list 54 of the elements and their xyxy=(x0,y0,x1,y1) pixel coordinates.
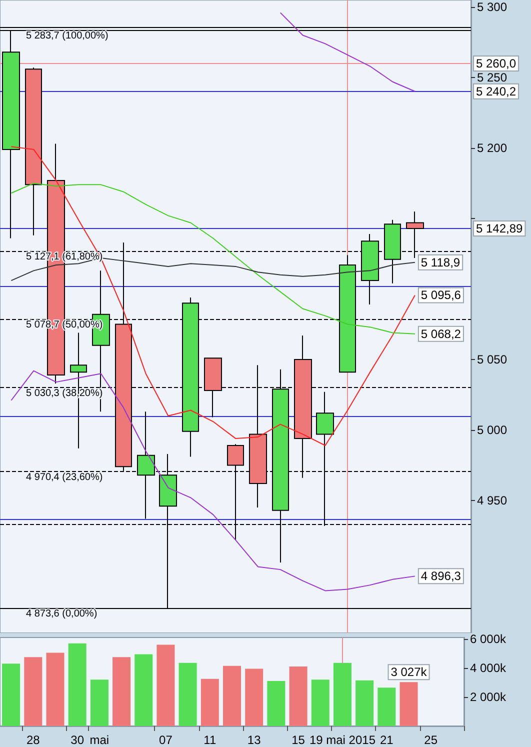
data-label: 5 095,6 xyxy=(420,288,462,302)
line-series xyxy=(10,182,416,334)
bar xyxy=(112,657,131,726)
y-tick-label: 5 050 xyxy=(477,352,508,366)
x-tick-label: 07 xyxy=(159,733,173,747)
ref-line-label: 5 240,2 xyxy=(476,84,516,98)
data-label: 4 896,3 xyxy=(420,569,462,584)
y-tick-label: 5 250 xyxy=(477,70,508,85)
bar xyxy=(378,688,396,726)
data-label: 5 118,9 xyxy=(420,255,460,270)
y-tick-label: 5 000 xyxy=(477,422,508,437)
bar xyxy=(46,652,64,726)
data-label: 5 068,2 xyxy=(420,326,462,341)
x-tick-label: mai xyxy=(90,733,110,747)
x-tick-label: 30 xyxy=(70,733,84,747)
line-series xyxy=(280,12,416,92)
x-tick-label: 11 xyxy=(204,733,216,747)
bar xyxy=(134,654,153,726)
x-tick-label: 13 xyxy=(247,733,262,747)
bar xyxy=(24,657,42,726)
x-tick-label: 28 xyxy=(26,733,40,747)
y-tick-label: 5 200 xyxy=(477,141,508,156)
bar xyxy=(2,664,20,726)
line-series xyxy=(10,146,416,446)
y-tick-label: 5 300 xyxy=(477,0,508,14)
y-tick-label: 6 000k xyxy=(470,632,508,646)
y-tick-label: 4 000k xyxy=(470,661,508,675)
line-series xyxy=(10,370,416,592)
y-tick-label: 4 950 xyxy=(477,493,508,508)
bar xyxy=(333,662,352,726)
bar xyxy=(223,666,241,726)
bar xyxy=(68,643,86,726)
ref-line-label: 5 142,89 xyxy=(476,222,524,236)
x-tick-label: 19 mai 2015 xyxy=(309,733,376,747)
x-tick-label: 15 xyxy=(292,733,306,747)
bar xyxy=(400,682,418,726)
x-tick-label: 25 xyxy=(424,733,438,747)
data-label: 3 027k xyxy=(390,665,428,680)
bar xyxy=(178,662,197,726)
bar xyxy=(267,681,286,726)
bar xyxy=(156,644,175,726)
x-tick-label: 21 xyxy=(380,733,394,747)
y-tick-label: 2 000k xyxy=(470,690,508,704)
ref-line-label: 4 873,6 (0,00%) xyxy=(26,608,98,620)
bar xyxy=(245,668,264,726)
bar xyxy=(90,680,108,726)
ref-line-label: 5 283,7 (100,00%) xyxy=(26,30,108,42)
ref-line-label: 4 970,4 (23,60%) xyxy=(26,472,103,484)
bar xyxy=(311,680,330,726)
ref-line-label: 5 260,0 xyxy=(476,56,516,70)
candlestick xyxy=(25,67,42,236)
bar xyxy=(289,666,308,726)
bar xyxy=(356,680,374,726)
bar xyxy=(200,678,219,726)
